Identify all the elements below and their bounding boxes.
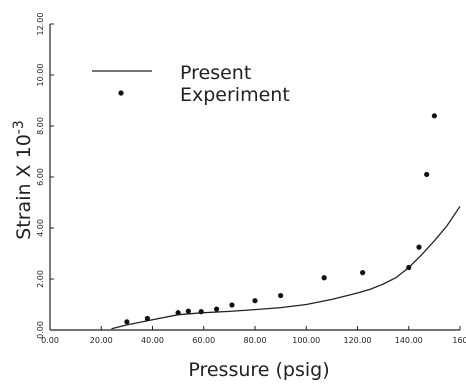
experiment-point: [416, 244, 422, 250]
x-tick-label: 140.00: [395, 336, 423, 345]
legend-experiment-marker: [118, 90, 124, 96]
legend: Present Experiment: [92, 62, 290, 106]
experiment-series: [124, 113, 437, 325]
experiment-point: [198, 309, 204, 315]
experiment-point: [406, 264, 412, 271]
x-tick-label: 120.00: [344, 336, 372, 345]
x-tick-label: 160: [452, 336, 466, 345]
experiment-point: [424, 171, 430, 178]
experiment-point: [185, 308, 191, 314]
experiment-point: [278, 292, 284, 299]
x-tick-label: 100.00: [292, 336, 320, 345]
y-tick-label: 4.00: [36, 219, 45, 237]
y-ticks: 0.00 2.00 4.00 6.00 8.00 10.00 12.00: [36, 13, 54, 339]
axes: [49, 24, 460, 331]
experiment-point: [431, 113, 437, 119]
y-tick-label: 0.00: [36, 321, 45, 339]
x-axis-title: Pressure (psig): [188, 359, 329, 381]
x-tick-label: 60.00: [192, 336, 215, 345]
y-axis-title-base: Strain X 10: [13, 134, 35, 240]
y-axis-title-exponent: -3: [11, 120, 27, 134]
experiment-point: [252, 298, 258, 304]
experiment-point: [360, 270, 366, 276]
y-tick-label: 12.00: [36, 13, 45, 36]
x-tick-label: 20.00: [90, 336, 113, 345]
experiment-point: [124, 319, 130, 325]
x-tick-label: 80.00: [244, 336, 267, 345]
legend-present-label: Present: [180, 62, 251, 84]
experiment-point: [175, 310, 181, 316]
legend-experiment-label: Experiment: [180, 84, 290, 106]
experiment-point: [321, 275, 327, 281]
y-tick-label: 10.00: [36, 64, 45, 87]
y-tick-label: 6.00: [36, 168, 45, 186]
experiment-point: [229, 302, 235, 308]
y-tick-label: 8.00: [36, 117, 45, 135]
experiment-point: [213, 306, 220, 312]
experiment-point: [144, 315, 150, 322]
y-tick-label: 2.00: [36, 270, 45, 288]
x-tick-label: 40.00: [141, 336, 164, 345]
x-tick-label: 0.00: [41, 336, 59, 345]
x-ticks: 0.00 20.00 40.00 60.00 80.00 100.00 120.00 140.…: [41, 326, 466, 345]
y-axis-title: Strain X 10-3: [11, 120, 35, 240]
